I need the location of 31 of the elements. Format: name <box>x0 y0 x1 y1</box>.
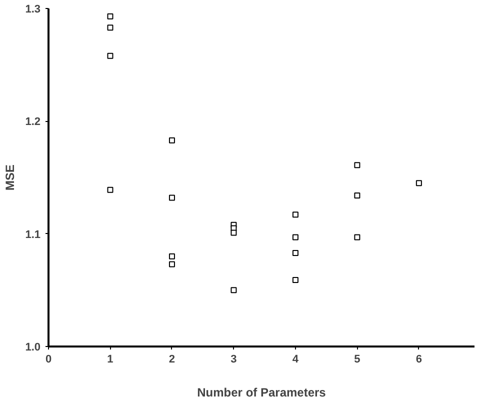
point <box>354 234 360 240</box>
point <box>230 230 237 236</box>
x-axis-title: Number of Parameters <box>197 386 326 400</box>
point <box>107 24 114 31</box>
x-tick-label: 1 <box>107 354 114 366</box>
y-axis-title: MSE <box>3 164 18 190</box>
point <box>107 186 114 193</box>
point <box>107 13 114 20</box>
point <box>230 287 237 294</box>
y-tick-label: 1.3 <box>25 4 41 16</box>
point <box>168 253 175 260</box>
x-tick-label: 2 <box>168 354 176 366</box>
point <box>168 194 175 201</box>
x-tick-label: 4 <box>292 354 300 366</box>
point <box>168 261 175 268</box>
x-tick-label: 0 <box>45 354 52 366</box>
point <box>416 180 422 186</box>
point <box>168 137 175 144</box>
x-tick-label: 3 <box>230 354 237 366</box>
y-tick-label: 1.1 <box>25 228 41 241</box>
point <box>292 250 298 256</box>
point <box>292 277 298 284</box>
x-tick-label: 6 <box>416 354 422 366</box>
y-tick-label: 1.2 <box>25 116 41 128</box>
y-tick-label: 1.0 <box>25 342 41 354</box>
x-tick-label: 5 <box>354 354 360 366</box>
point <box>354 192 360 199</box>
point <box>292 234 298 240</box>
point <box>354 162 360 168</box>
point <box>292 212 298 218</box>
point <box>107 52 114 59</box>
